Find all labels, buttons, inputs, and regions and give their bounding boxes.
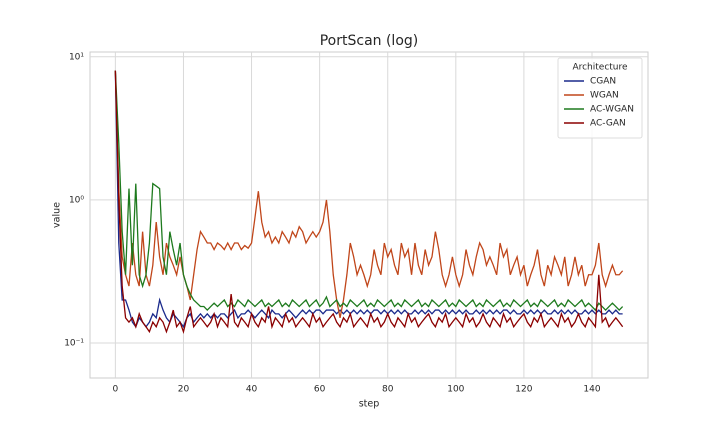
x-tick-label: 80 — [382, 385, 394, 395]
y-axis-label: value — [52, 202, 63, 228]
x-tick-label: 100 — [447, 385, 464, 395]
x-axis-label: step — [359, 399, 380, 410]
series-line — [114, 70, 624, 334]
y-tick-label: 10¹ — [69, 52, 84, 62]
series-line — [114, 70, 623, 329]
x-tick-label: 120 — [515, 385, 532, 395]
y-tick-label: 10⁻¹ — [64, 339, 84, 349]
chart-title: PortScan (log) — [320, 33, 419, 49]
x-tick-label: 0 — [112, 385, 118, 395]
x-tick-label: 20 — [178, 385, 190, 395]
y-tick-label: 10⁰ — [69, 195, 84, 205]
legend-title: Architecture — [572, 63, 628, 73]
x-tick-label: 60 — [314, 385, 326, 395]
legend-label: AC-WGAN — [590, 105, 634, 115]
x-tick-label: 140 — [583, 385, 600, 395]
legend-label: AC-GAN — [590, 119, 626, 129]
legend-box — [557, 57, 643, 139]
series-line — [114, 70, 624, 312]
legend-label: WGAN — [590, 91, 619, 101]
x-tick-label: 40 — [246, 385, 258, 395]
legend-label: CGAN — [590, 77, 616, 87]
series-line — [114, 70, 624, 318]
